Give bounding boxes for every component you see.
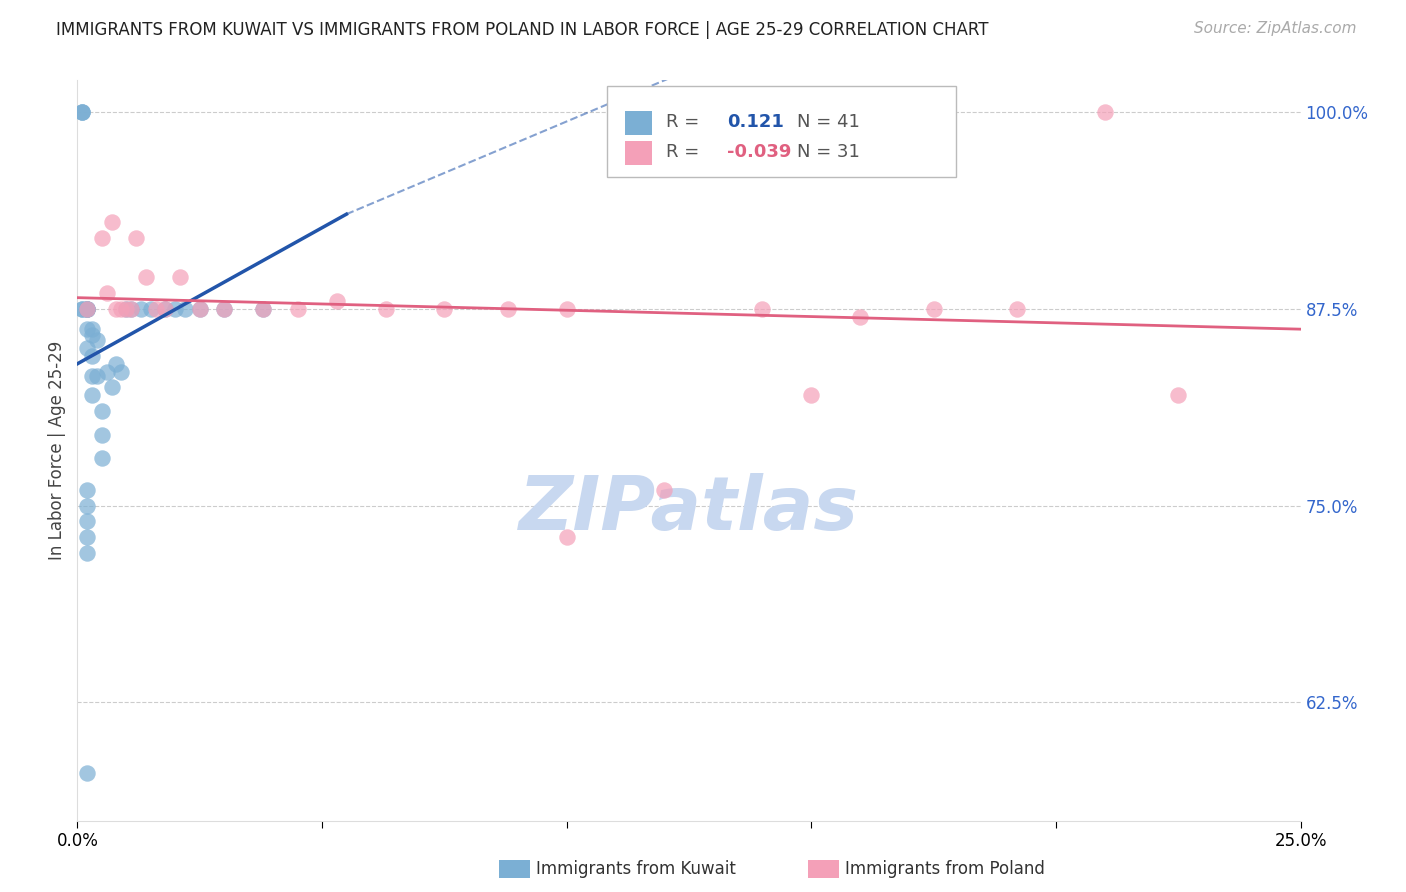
Point xyxy=(135,270,157,285)
Text: N = 41: N = 41 xyxy=(797,113,859,131)
Point xyxy=(800,388,823,402)
Point xyxy=(96,285,118,300)
Point xyxy=(212,301,235,316)
Point xyxy=(90,231,112,245)
Point xyxy=(252,301,274,316)
Point xyxy=(105,301,128,316)
Point xyxy=(374,301,396,316)
Point xyxy=(76,301,98,316)
Point xyxy=(76,301,98,316)
Point xyxy=(76,766,98,780)
Point xyxy=(80,322,103,336)
Point xyxy=(654,483,676,497)
Point xyxy=(86,369,108,384)
Point xyxy=(115,301,138,316)
Point xyxy=(76,546,98,560)
Point xyxy=(212,301,235,316)
Text: R =: R = xyxy=(665,113,704,131)
Point xyxy=(80,328,103,343)
Point xyxy=(165,301,187,316)
Point xyxy=(145,301,167,316)
Point xyxy=(80,369,103,384)
Point xyxy=(80,388,103,402)
Point xyxy=(188,301,211,316)
Text: IMMIGRANTS FROM KUWAIT VS IMMIGRANTS FROM POLAND IN LABOR FORCE | AGE 25-29 CORR: IMMIGRANTS FROM KUWAIT VS IMMIGRANTS FRO… xyxy=(56,21,988,38)
Point xyxy=(70,104,93,119)
Point xyxy=(555,301,578,316)
Point xyxy=(155,301,177,316)
Point xyxy=(80,349,103,363)
Point xyxy=(849,310,872,324)
Point xyxy=(139,301,162,316)
Point xyxy=(1167,388,1189,402)
Point xyxy=(86,333,108,347)
Point xyxy=(169,270,191,285)
Point xyxy=(125,231,148,245)
Bar xyxy=(626,112,652,135)
Text: Immigrants from Kuwait: Immigrants from Kuwait xyxy=(536,860,735,878)
Point xyxy=(90,427,112,442)
Point xyxy=(70,104,93,119)
Point xyxy=(325,293,347,308)
Point xyxy=(76,301,98,316)
Point xyxy=(496,301,519,316)
Point xyxy=(188,301,211,316)
Text: N = 31: N = 31 xyxy=(797,143,859,161)
Point xyxy=(76,301,98,316)
Point xyxy=(129,301,152,316)
Text: Immigrants from Poland: Immigrants from Poland xyxy=(845,860,1045,878)
Text: 0.121: 0.121 xyxy=(727,113,783,131)
Point xyxy=(922,301,945,316)
Point xyxy=(555,530,578,544)
Point xyxy=(105,357,128,371)
Point xyxy=(90,451,112,466)
Point xyxy=(76,514,98,528)
Point xyxy=(76,483,98,497)
Point xyxy=(96,365,118,379)
Point xyxy=(100,380,122,394)
Point xyxy=(110,365,132,379)
Point xyxy=(76,301,98,316)
Point xyxy=(115,301,138,316)
Point xyxy=(287,301,309,316)
Point xyxy=(70,301,93,316)
Point xyxy=(70,104,93,119)
Point xyxy=(76,322,98,336)
Point xyxy=(751,301,773,316)
Point xyxy=(174,301,197,316)
Text: Source: ZipAtlas.com: Source: ZipAtlas.com xyxy=(1194,21,1357,36)
Point xyxy=(76,530,98,544)
Point xyxy=(155,301,177,316)
Text: R =: R = xyxy=(665,143,704,161)
Point xyxy=(1005,301,1028,316)
Point xyxy=(70,301,93,316)
Point xyxy=(90,404,112,418)
Point xyxy=(120,301,142,316)
Point xyxy=(1094,104,1116,119)
FancyBboxPatch shape xyxy=(607,87,956,177)
Text: ZIPatlas: ZIPatlas xyxy=(519,473,859,546)
Point xyxy=(76,341,98,355)
Point xyxy=(433,301,456,316)
Point xyxy=(100,215,122,229)
Point xyxy=(110,301,132,316)
Point xyxy=(120,301,142,316)
Text: -0.039: -0.039 xyxy=(727,143,792,161)
Point xyxy=(76,499,98,513)
Y-axis label: In Labor Force | Age 25-29: In Labor Force | Age 25-29 xyxy=(48,341,66,560)
Point xyxy=(252,301,274,316)
Bar xyxy=(626,141,652,165)
